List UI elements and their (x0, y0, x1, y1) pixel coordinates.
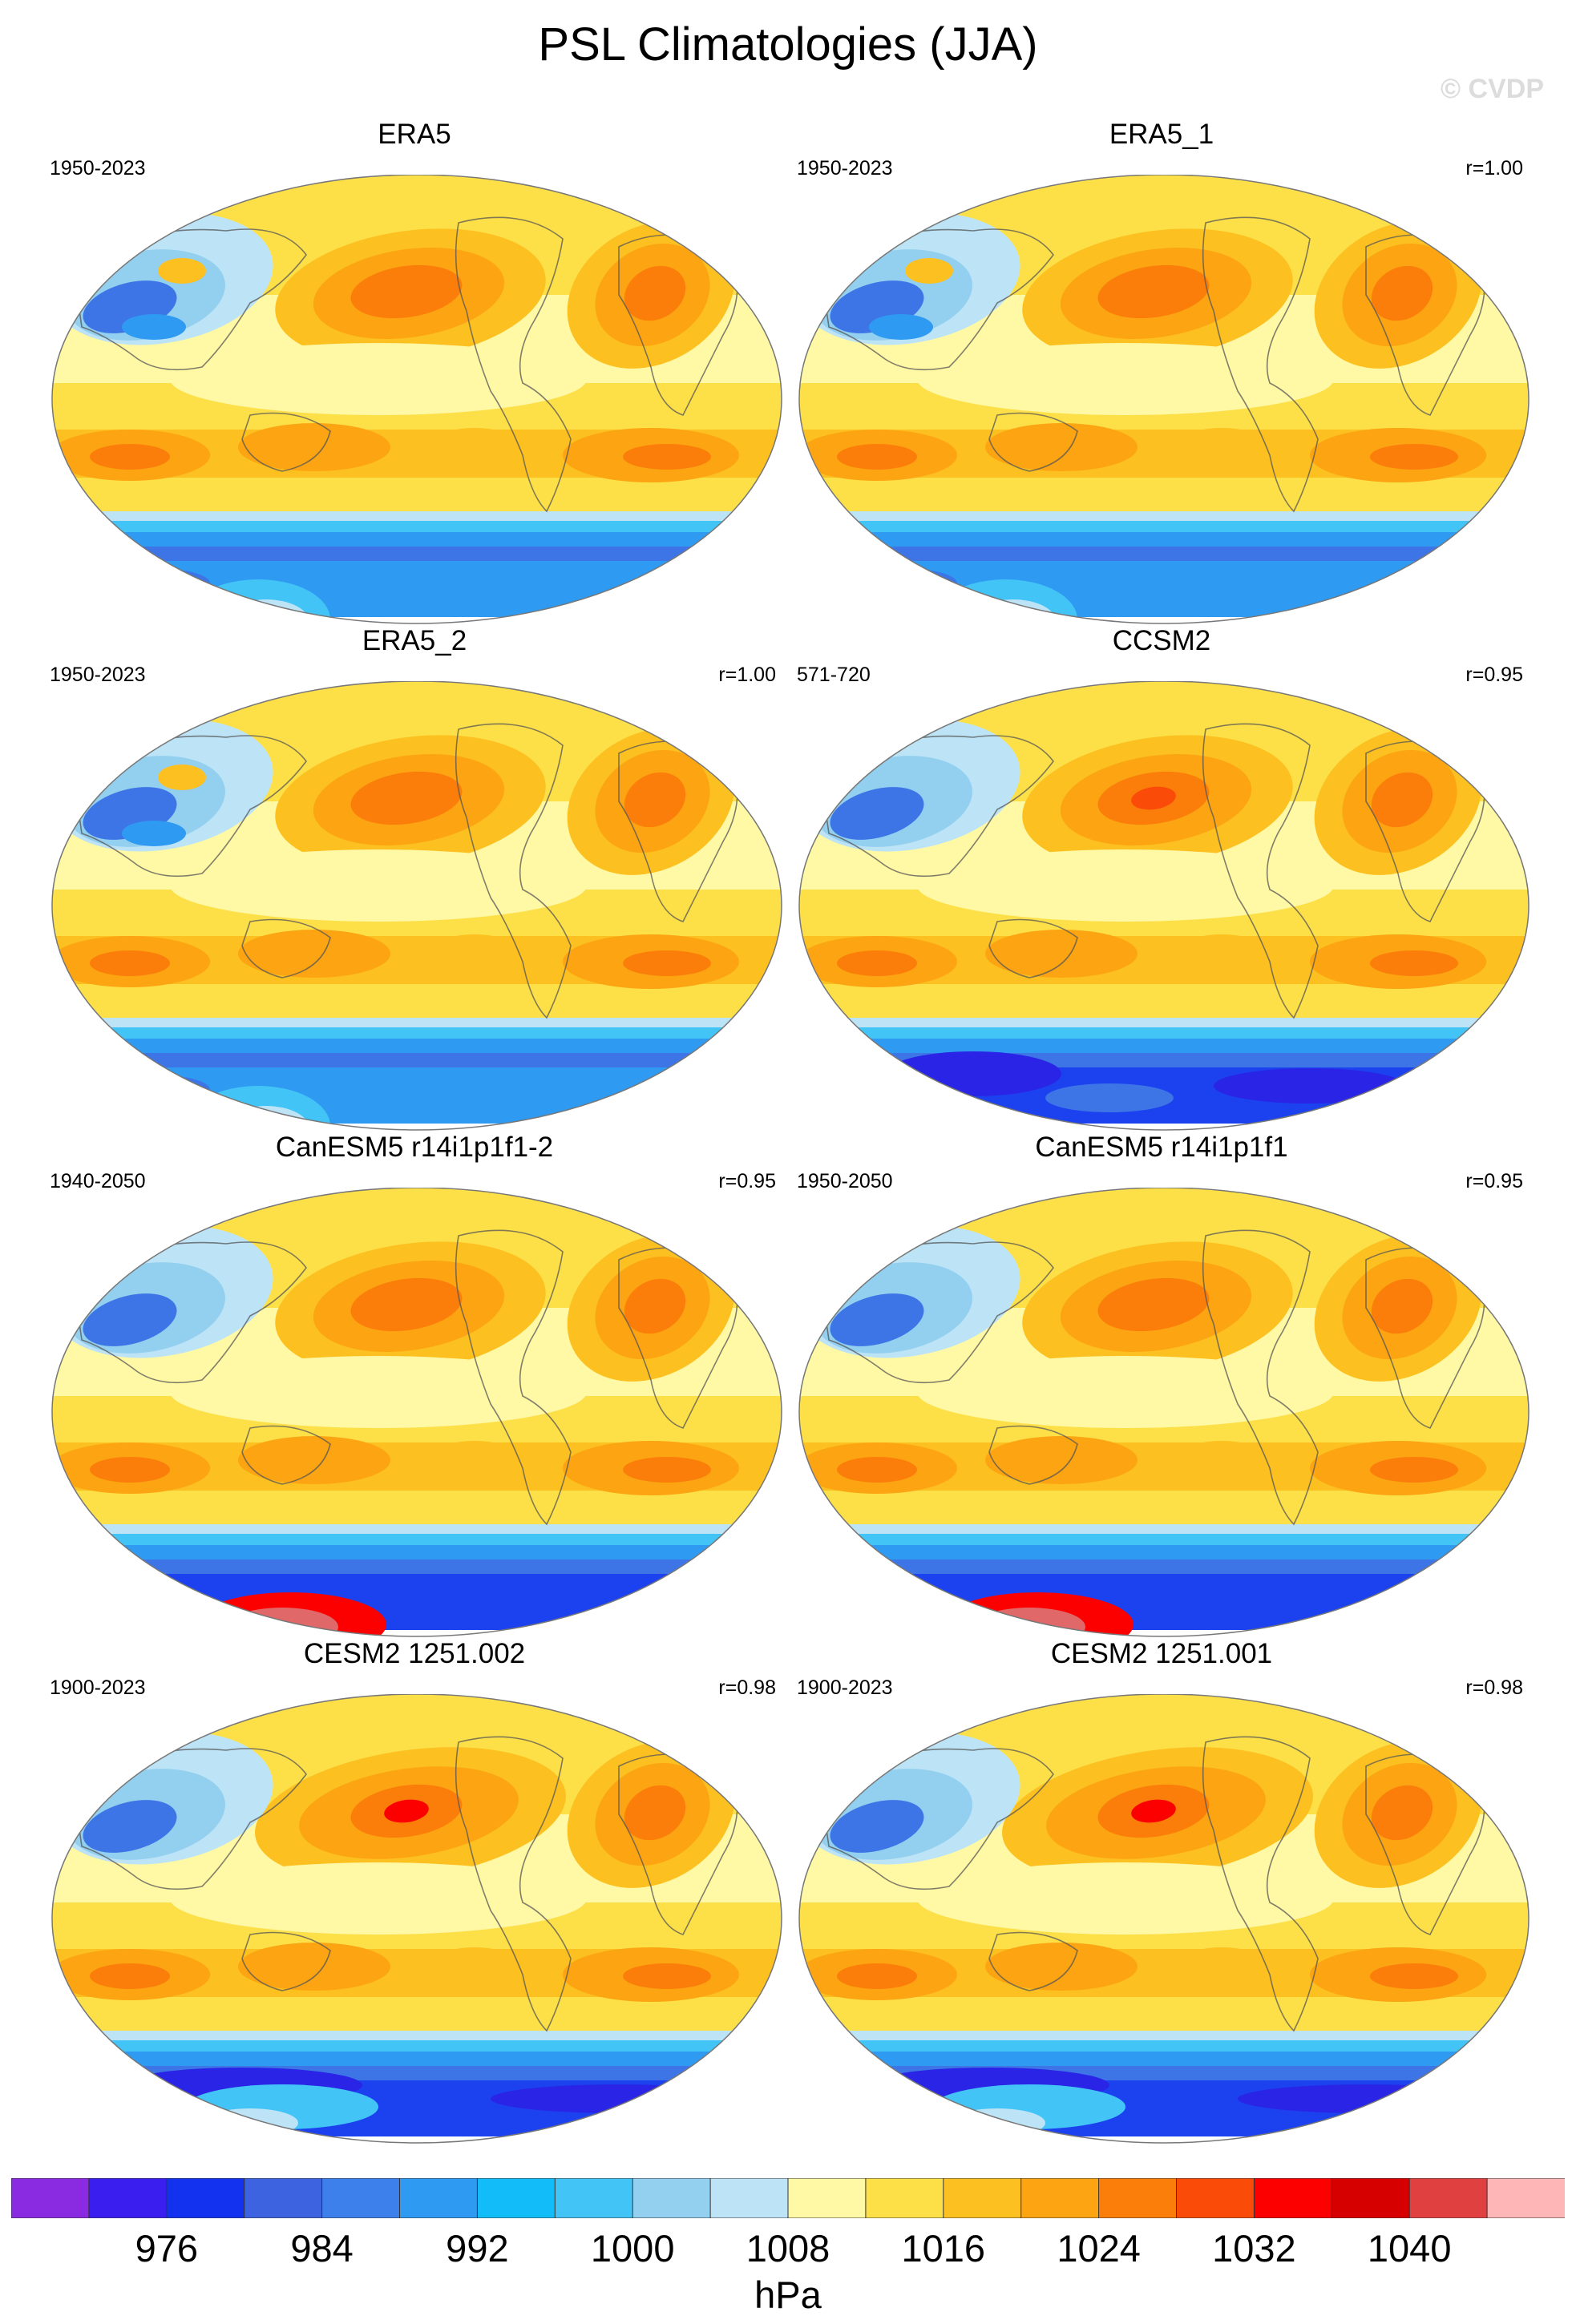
panel-years: 571-720 (797, 664, 871, 686)
colorbar-segment (244, 2178, 323, 2218)
colorbar-segment (1486, 2178, 1565, 2218)
colorbar-segment (1408, 2178, 1489, 2218)
colorbar-segment (1331, 2178, 1411, 2218)
panel-years: 1900-2023 (50, 1676, 146, 1699)
psl-map (798, 1188, 1530, 1637)
colorbar-segment (166, 2178, 245, 2218)
map-panel: ERA5 1950-2023 (42, 119, 787, 624)
map-panel: CanESM5 r14i1p1f1 1950-2050 r=0.95 (789, 1132, 1534, 1637)
panel-title: ERA5_1 (1109, 119, 1214, 150)
colorbar-tick-label: 976 (135, 2227, 199, 2270)
psl-field (52, 175, 782, 623)
colorbar-segment (399, 2178, 479, 2218)
colorbar-units: hPa (754, 2274, 822, 2316)
colorbar (11, 2178, 1565, 2218)
map-panel: CCSM2 571-720 r=0.95 (789, 625, 1534, 1131)
colorbar-segment (1020, 2178, 1100, 2218)
panel-years: 1950-2023 (50, 157, 146, 180)
psl-map (51, 1694, 782, 2144)
panel-title: ERA5_2 (362, 625, 467, 656)
map-panel: ERA5_2 1950-2023 r=1.00 (42, 625, 787, 1131)
psl-map (798, 175, 1530, 624)
colorbar-segment (632, 2178, 712, 2218)
panel-title: CanESM5 r14i1p1f1-2 (275, 1132, 554, 1163)
colorbar-tick-label: 1040 (1367, 2227, 1452, 2270)
colorbar-segment (476, 2178, 556, 2218)
panel-years: 1950-2050 (797, 1170, 893, 1192)
psl-map (51, 175, 782, 624)
psl-map (51, 1188, 782, 1637)
colorbar-segment (709, 2178, 789, 2218)
psl-map (798, 1694, 1530, 2144)
panel-title: CCSM2 (1112, 625, 1211, 656)
colorbar-segment (11, 2178, 90, 2218)
colorbar-tick-label: 1016 (901, 2227, 986, 2270)
panel-title: ERA5 (378, 119, 451, 150)
colorbar-tick-label: 1024 (1057, 2227, 1141, 2270)
map-panel: ERA5_1 1950-2023 r=1.00 (789, 119, 1534, 624)
colorbar-segment (554, 2178, 634, 2218)
panel-correlation: r=1.00 (718, 664, 776, 686)
psl-field (52, 681, 782, 1130)
panel-title: CESM2 1251.001 (1050, 1638, 1273, 1669)
panel-correlation: r=0.95 (718, 1170, 776, 1192)
panel-title: CESM2 1251.002 (303, 1638, 526, 1669)
colorbar-segment (1098, 2178, 1178, 2218)
panel-correlation: r=0.95 (1465, 664, 1523, 686)
colorbar-segment (865, 2178, 944, 2218)
colorbar-segment (1176, 2178, 1255, 2218)
colorbar-segment (787, 2178, 867, 2218)
colorbar-tick-label: 992 (446, 2227, 509, 2270)
colorbar-tick-label: 1032 (1212, 2227, 1296, 2270)
colorbar-tick-label: 1008 (746, 2227, 830, 2270)
panel-years: 1950-2023 (50, 664, 146, 686)
map-panel: CESM2 1251.001 1900-2023 r=0.98 (789, 1638, 1534, 2144)
colorbar-tick-label: 1000 (590, 2227, 675, 2270)
colorbar-segment (1253, 2178, 1333, 2218)
panel-correlation: r=0.95 (1465, 1170, 1523, 1192)
panel-correlation: r=0.98 (718, 1676, 776, 1699)
panel-years: 1900-2023 (797, 1676, 893, 1699)
panel-years: 1940-2050 (50, 1170, 146, 1192)
colorbar-tick-label: 984 (290, 2227, 354, 2270)
panel-title: CanESM5 r14i1p1f1 (1035, 1132, 1288, 1163)
panel-correlation: r=1.00 (1465, 157, 1523, 180)
colorbar-segment (88, 2178, 168, 2218)
panel-years: 1950-2023 (797, 157, 893, 180)
psl-map (51, 681, 782, 1131)
psl-map (798, 681, 1530, 1131)
watermark: © CVDP (1441, 74, 1544, 104)
map-panel: CanESM5 r14i1p1f1-2 1940-2050 r=0.95 (42, 1132, 787, 1637)
panel-correlation: r=0.98 (1465, 1676, 1523, 1699)
map-panel: CESM2 1251.002 1900-2023 r=0.98 (42, 1638, 787, 2144)
colorbar-segment (321, 2178, 401, 2218)
colorbar-segment (943, 2178, 1022, 2218)
figure-title: PSL Climatologies (JJA) (538, 18, 1038, 71)
